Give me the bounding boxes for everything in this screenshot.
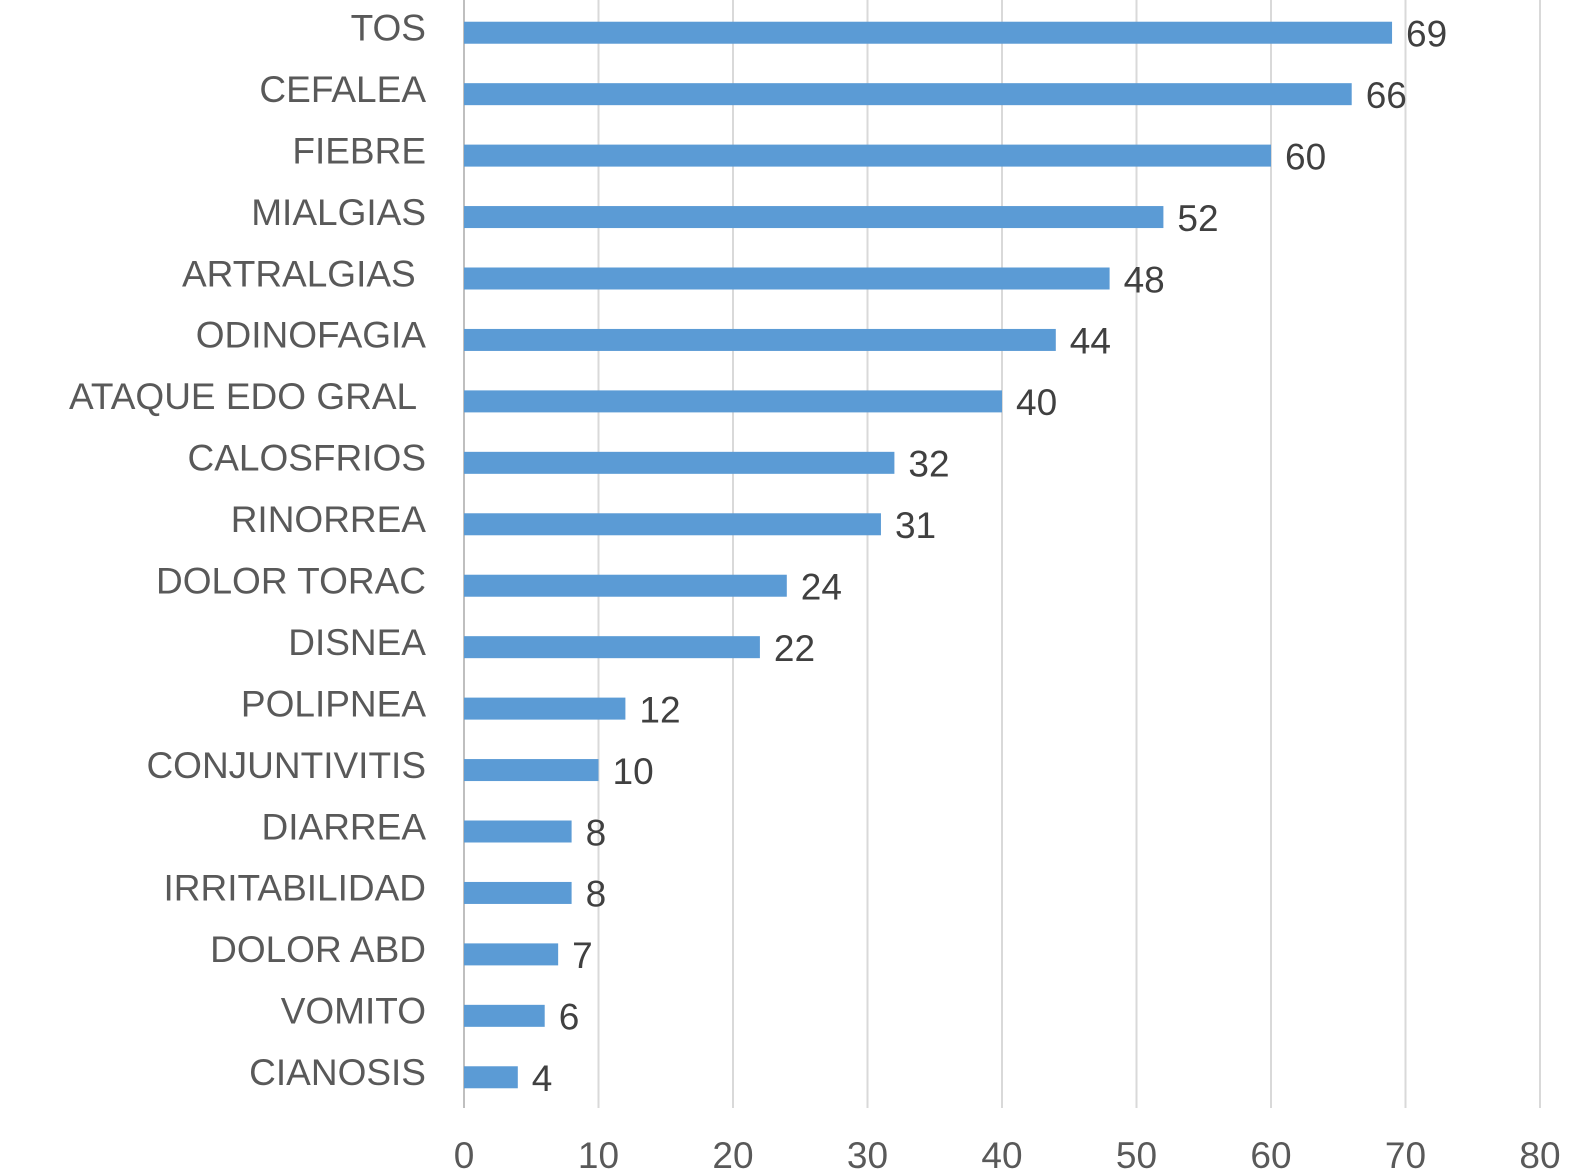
bar xyxy=(464,144,1271,167)
y-tick-label: CONJUNTIVITIS xyxy=(146,745,426,786)
data-label: 12 xyxy=(639,689,680,730)
bar xyxy=(464,267,1110,290)
data-label: 48 xyxy=(1124,259,1165,300)
x-tick-label: 40 xyxy=(981,1135,1022,1176)
y-tick-label: POLIPNEA xyxy=(241,683,426,724)
data-label: 10 xyxy=(613,751,654,792)
data-label: 44 xyxy=(1070,321,1111,362)
x-tick-label: 80 xyxy=(1519,1135,1560,1176)
bar xyxy=(464,697,626,720)
data-label: 7 xyxy=(572,935,593,976)
data-label: 24 xyxy=(801,567,842,608)
x-tick-label: 20 xyxy=(712,1135,753,1176)
y-tick-label: DISNEA xyxy=(288,622,426,663)
bar xyxy=(464,513,881,536)
y-tick-label: TOS xyxy=(351,8,426,49)
y-tick-label: CALOSFRIOS xyxy=(188,438,427,479)
bar xyxy=(464,451,895,474)
bar xyxy=(464,390,1002,413)
bar xyxy=(464,328,1056,351)
y-tick-label: DOLOR ABD xyxy=(210,929,426,970)
data-label: 32 xyxy=(908,444,949,485)
y-tick-label: ARTRALGIAS xyxy=(182,253,426,294)
bar xyxy=(464,83,1352,106)
x-tick-label: 30 xyxy=(847,1135,888,1176)
bar xyxy=(464,943,559,966)
y-tick-label: VOMITO xyxy=(281,991,426,1032)
data-label: 40 xyxy=(1016,382,1057,423)
y-tick-label: DIARREA xyxy=(262,806,427,847)
x-tick-label: 0 xyxy=(454,1135,475,1176)
data-label: 31 xyxy=(895,505,936,546)
x-tick-label: 70 xyxy=(1385,1135,1426,1176)
data-label: 69 xyxy=(1406,14,1447,55)
data-label: 8 xyxy=(586,874,607,915)
bar xyxy=(464,574,787,597)
bar xyxy=(464,881,572,904)
bar xyxy=(464,21,1393,44)
y-tick-label: MIALGIAS xyxy=(251,192,426,233)
y-tick-label: CIANOSIS xyxy=(249,1052,426,1093)
bar xyxy=(464,759,599,782)
data-label: 8 xyxy=(586,812,607,853)
y-tick-label: DOLOR TORAC xyxy=(156,561,426,602)
data-label: 66 xyxy=(1366,75,1407,116)
data-label: 22 xyxy=(774,628,815,669)
y-tick-label: RINORREA xyxy=(231,499,427,540)
x-tick-label: 50 xyxy=(1116,1135,1157,1176)
bar xyxy=(464,1066,518,1089)
y-tick-label: FIEBRE xyxy=(292,130,426,171)
y-tick-label: ATAQUE EDO GRAL xyxy=(69,376,426,417)
y-tick-label: ODINOFAGIA xyxy=(196,315,427,356)
data-label: 52 xyxy=(1177,198,1218,239)
data-label: 6 xyxy=(559,997,580,1038)
x-tick-label: 10 xyxy=(578,1135,619,1176)
bar xyxy=(464,636,760,659)
bar xyxy=(464,206,1164,229)
x-tick-label: 60 xyxy=(1250,1135,1291,1176)
y-tick-label: IRRITABILIDAD xyxy=(164,868,426,909)
bar xyxy=(464,820,572,843)
data-label: 60 xyxy=(1285,136,1326,177)
data-label: 4 xyxy=(532,1058,553,1099)
bar xyxy=(464,1004,545,1027)
y-tick-label: CEFALEA xyxy=(259,69,426,110)
